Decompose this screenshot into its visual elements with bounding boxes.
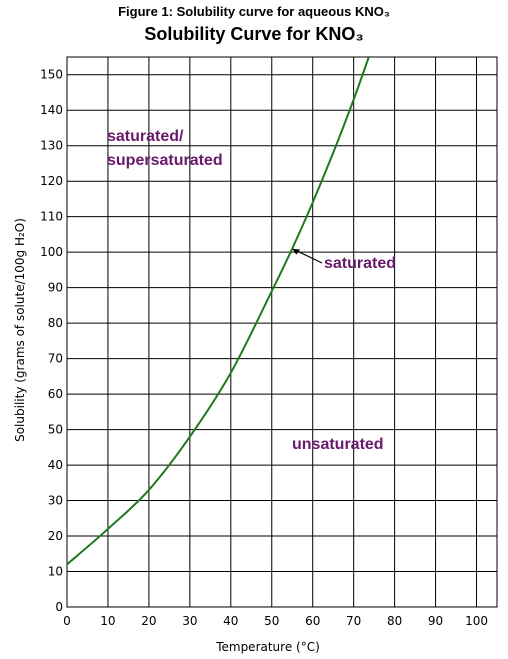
y-tick-label: 120 [40, 174, 63, 188]
y-tick-label: 30 [48, 494, 63, 508]
chart-title: Solubility Curve for KNO₃ [144, 24, 364, 44]
x-tick-label: 100 [465, 614, 488, 628]
annotation-unsaturated: unsaturated [292, 436, 384, 453]
x-tick-label: 20 [141, 614, 156, 628]
annotation-arrow-head [292, 248, 301, 255]
series [67, 57, 370, 566]
y-tick-label: 10 [48, 565, 63, 579]
y-tick-label: 60 [48, 387, 63, 401]
x-tick-label: 30 [182, 614, 197, 628]
annotation-arrow-line [293, 249, 323, 264]
x-axis-label: Temperature (°C) [215, 640, 320, 654]
x-tick-label: 80 [387, 614, 402, 628]
y-tick-label: 90 [48, 281, 63, 295]
y-tick-label: 50 [48, 423, 63, 437]
y-tick-label: 40 [48, 458, 63, 472]
plot-area [66, 56, 498, 608]
tick-labels: 0 10 20 30 40 50 60 70 80 90 100 0 10 20 30 40 50 60 70 80 9… [40, 68, 488, 628]
x-tick-label: 70 [346, 614, 361, 628]
solubility-line [67, 57, 370, 566]
x-tick-label: 60 [305, 614, 320, 628]
y-tick-label: 130 [40, 139, 63, 153]
annotation-saturated: saturated [324, 255, 396, 272]
y-tick-label: 150 [40, 68, 63, 82]
grid [67, 57, 497, 607]
annotation-saturated-supersaturated-1: saturated/ [107, 128, 184, 145]
annotation-saturated-supersaturated-2: supersaturated [107, 152, 223, 169]
x-tick-label: 50 [264, 614, 279, 628]
y-tick-label: 70 [48, 352, 63, 366]
y-tick-label: 110 [40, 210, 63, 224]
y-axis-label: Solubility (grams of solute/100g H₂O) [13, 218, 27, 442]
x-tick-label: 40 [223, 614, 238, 628]
y-tick-label: 0 [55, 600, 63, 614]
annotations: saturated/ supersaturated saturated unsa… [107, 128, 396, 453]
y-tick-label: 20 [48, 529, 63, 543]
y-tick-label: 100 [40, 245, 63, 259]
x-tick-label: 0 [63, 614, 71, 628]
x-tick-label: 10 [100, 614, 115, 628]
figure-caption: Figure 1: Solubility curve for aqueous K… [118, 4, 390, 19]
y-tick-label: 80 [48, 316, 63, 330]
y-tick-label: 140 [40, 103, 63, 117]
x-tick-label: 90 [428, 614, 443, 628]
